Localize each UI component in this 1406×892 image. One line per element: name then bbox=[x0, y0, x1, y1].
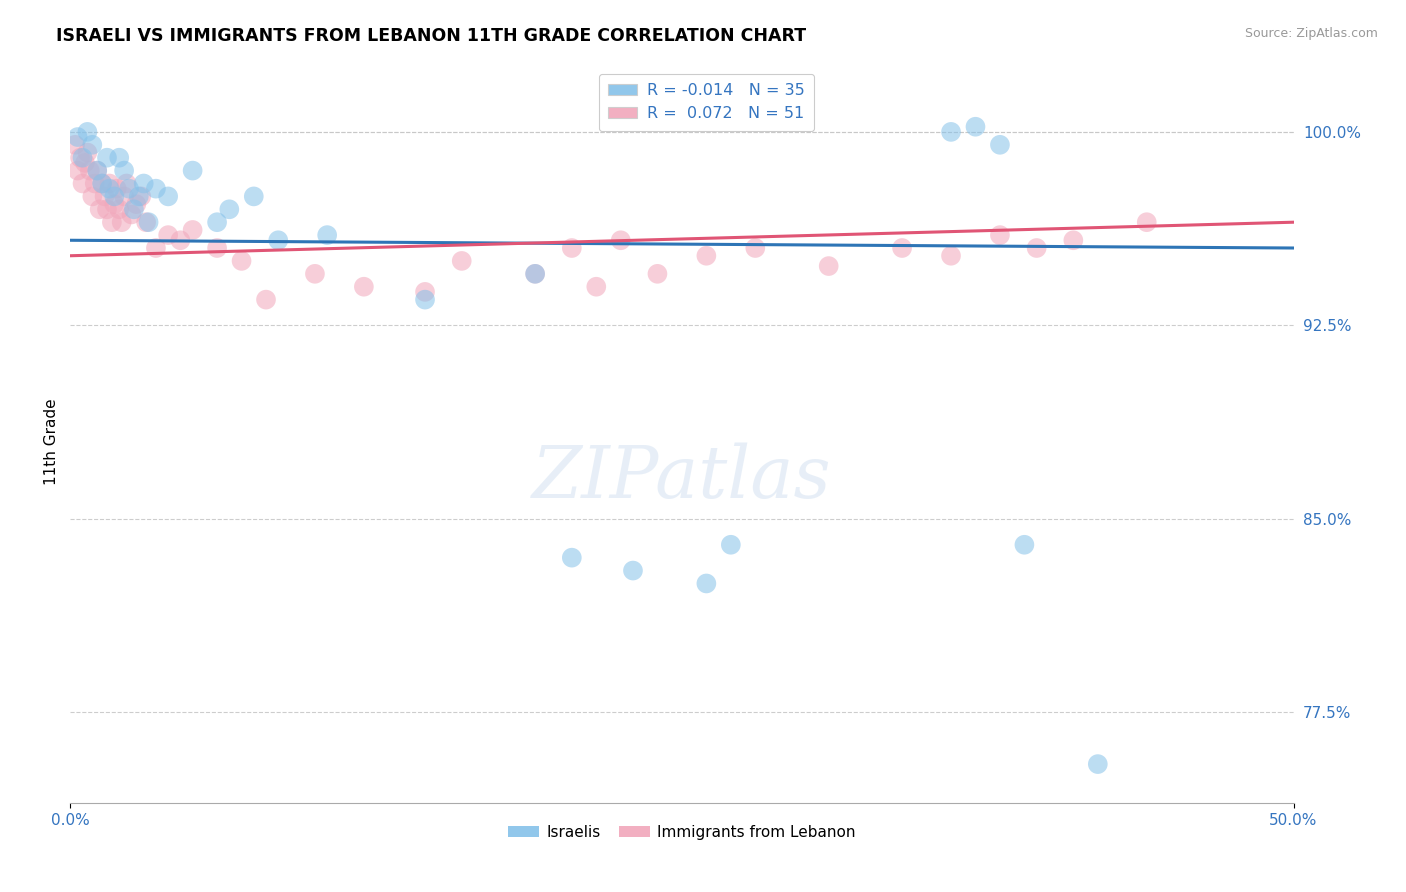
Point bbox=[316, 228, 339, 243]
Point bbox=[720, 538, 742, 552]
Point bbox=[205, 215, 228, 229]
Point bbox=[73, 156, 96, 170]
Point bbox=[112, 163, 135, 178]
Point bbox=[561, 550, 583, 565]
Point bbox=[524, 267, 547, 281]
Point bbox=[86, 163, 108, 178]
Point bbox=[86, 163, 108, 178]
Point bbox=[939, 125, 962, 139]
Point bbox=[524, 267, 547, 281]
Point bbox=[103, 189, 125, 203]
Point bbox=[243, 189, 266, 203]
Point bbox=[108, 151, 131, 165]
Legend: Israelis, Immigrants from Lebanon: Israelis, Immigrants from Lebanon bbox=[502, 819, 862, 846]
Point bbox=[267, 233, 290, 247]
Text: ISRAELI VS IMMIGRANTS FROM LEBANON 11TH GRADE CORRELATION CHART: ISRAELI VS IMMIGRANTS FROM LEBANON 11TH … bbox=[56, 27, 807, 45]
Point bbox=[647, 267, 669, 281]
Point bbox=[91, 177, 114, 191]
Point bbox=[1062, 233, 1084, 247]
Point bbox=[585, 279, 607, 293]
Point bbox=[1087, 757, 1109, 772]
Point bbox=[108, 202, 131, 217]
Point bbox=[121, 207, 143, 221]
Point bbox=[69, 151, 91, 165]
Point bbox=[128, 189, 150, 203]
Point bbox=[413, 293, 436, 307]
Point bbox=[112, 189, 135, 203]
Point bbox=[89, 202, 111, 217]
Point bbox=[122, 202, 145, 217]
Point bbox=[66, 163, 89, 178]
Point bbox=[98, 182, 121, 196]
Point bbox=[181, 163, 204, 178]
Text: ZIPatlas: ZIPatlas bbox=[531, 442, 832, 513]
Point bbox=[988, 228, 1011, 243]
Point bbox=[157, 189, 180, 203]
Point bbox=[1025, 241, 1047, 255]
Point bbox=[63, 137, 86, 152]
Point bbox=[695, 249, 717, 263]
Point bbox=[610, 233, 633, 247]
Point bbox=[96, 151, 118, 165]
Point bbox=[129, 189, 152, 203]
Point bbox=[621, 564, 644, 578]
Point bbox=[82, 137, 104, 152]
Point bbox=[82, 189, 104, 203]
Point bbox=[218, 202, 240, 217]
Point bbox=[891, 241, 914, 255]
Point bbox=[254, 293, 277, 307]
Point bbox=[91, 177, 114, 191]
Point bbox=[125, 197, 148, 211]
Point bbox=[135, 215, 157, 229]
Text: Source: ZipAtlas.com: Source: ZipAtlas.com bbox=[1244, 27, 1378, 40]
Point bbox=[66, 130, 89, 145]
Point bbox=[817, 259, 839, 273]
Y-axis label: 11th Grade: 11th Grade bbox=[44, 398, 59, 485]
Point bbox=[1014, 538, 1036, 552]
Point bbox=[72, 151, 94, 165]
Point bbox=[103, 197, 125, 211]
Point bbox=[132, 177, 155, 191]
Point bbox=[1136, 215, 1159, 229]
Point bbox=[939, 249, 962, 263]
Point bbox=[353, 279, 375, 293]
Point bbox=[79, 163, 101, 178]
Point bbox=[205, 241, 228, 255]
Point bbox=[111, 215, 134, 229]
Point bbox=[695, 576, 717, 591]
Point bbox=[145, 182, 167, 196]
Point bbox=[450, 254, 472, 268]
Point bbox=[231, 254, 253, 268]
Point bbox=[93, 189, 115, 203]
Point bbox=[169, 233, 191, 247]
Point bbox=[157, 228, 180, 243]
Point bbox=[72, 177, 94, 191]
Point bbox=[413, 285, 436, 299]
Point bbox=[76, 145, 98, 160]
Point bbox=[76, 125, 98, 139]
Point bbox=[304, 267, 326, 281]
Point bbox=[96, 202, 118, 217]
Point bbox=[83, 177, 105, 191]
Point bbox=[181, 223, 204, 237]
Point bbox=[115, 177, 138, 191]
Point bbox=[561, 241, 583, 255]
Point bbox=[965, 120, 987, 134]
Point bbox=[744, 241, 766, 255]
Point bbox=[138, 215, 160, 229]
Point bbox=[145, 241, 167, 255]
Point bbox=[988, 137, 1011, 152]
Point bbox=[98, 177, 121, 191]
Point bbox=[118, 182, 141, 196]
Point bbox=[101, 215, 124, 229]
Point bbox=[105, 182, 128, 196]
